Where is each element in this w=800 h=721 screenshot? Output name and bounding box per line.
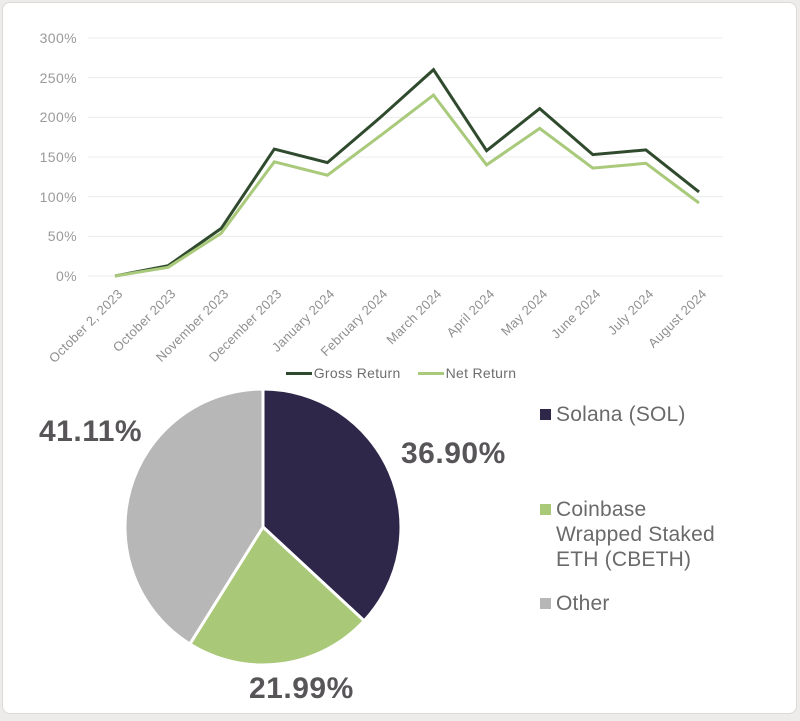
pie-legend-swatch-coinbase-wrapped-staked-eth-cbeth [540, 504, 551, 515]
y-tick-label-200%: 200% [39, 109, 77, 125]
pie-legend-swatch-other [540, 598, 551, 609]
pie-slice-other [123, 387, 265, 647]
pie-legend-label-other: Other [556, 592, 610, 615]
line-legend-label-net-return: Net Return [445, 365, 517, 381]
line-legend-label-gross-return: Gross Return [313, 365, 401, 381]
line-chart-legend: Gross Return Net Return [3, 365, 799, 381]
pie-legend-item-coinbase-wrapped-staked-eth-cbeth: Coinbase Wrapped Staked ETH (CBETH) [540, 497, 736, 572]
pie-slice-solana-sol [261, 387, 403, 623]
line-legend-item-gross-return: Gross Return [285, 365, 401, 381]
y-tick-label-100%: 100% [39, 189, 77, 205]
line-chart [88, 37, 723, 278]
pie-value-label-solana: 36.90% [401, 437, 506, 470]
line-series-gross-return [114, 67, 700, 278]
pie-value-label-cbeth: 21.99% [249, 672, 354, 705]
pie-value-label-other: 41.11% [39, 415, 143, 448]
pie-legend-item-solana-sol: Solana (SOL) [540, 402, 736, 427]
pie-legend-label-coinbase-wrapped-staked-eth-cbeth: Coinbase Wrapped Staked ETH (CBETH) [556, 498, 715, 571]
line-legend-swatch-net-return [417, 371, 444, 375]
y-tick-label-150%: 150% [39, 149, 77, 165]
pie-legend-label-solana-sol: Solana (SOL) [556, 403, 686, 426]
line-series-net-return [114, 92, 700, 278]
y-tick-label-250%: 250% [39, 70, 77, 86]
line-legend-item-net-return: Net Return [417, 365, 517, 381]
line-legend-swatch-gross-return [285, 371, 312, 375]
pie-legend-swatch-solana-sol [540, 409, 551, 420]
pie-legend-item-other: Other [540, 591, 736, 616]
y-tick-label-50%: 50% [47, 228, 77, 244]
pie-chart [123, 387, 403, 667]
y-tick-label-0%: 0% [55, 268, 77, 284]
pie-slice-coinbase-wrapped-staked-eth-cbeth [187, 524, 367, 667]
y-tick-label-300%: 300% [39, 30, 77, 46]
